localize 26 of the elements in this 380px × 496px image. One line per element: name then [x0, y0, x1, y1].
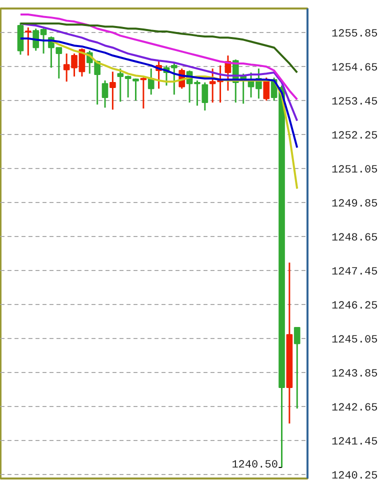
y-tick-label: 1241.45 — [332, 436, 378, 449]
y-tick-label: 1243.85 — [332, 368, 378, 381]
y-tick-label: 1248.65 — [332, 232, 378, 245]
y-tick-label: 1240.25 — [332, 470, 378, 483]
line-series — [19, 22, 298, 74]
y-tick-label: 1252.25 — [332, 130, 378, 143]
y-tick-label: 1242.65 — [332, 402, 378, 415]
y-tick-label: 1246.25 — [332, 300, 378, 313]
y-tick-label: 1253.45 — [332, 96, 378, 109]
candlestick — [102, 80, 108, 108]
candlestick — [202, 82, 208, 112]
candlestick — [294, 326, 300, 410]
line-series — [19, 13, 298, 100]
candlestick — [132, 78, 139, 102]
annotation: 1240.50 — [232, 459, 278, 472]
y-tick-label: 1245.05 — [332, 334, 378, 347]
y-tick-label: 1255.85 — [332, 28, 378, 41]
candlestick — [140, 76, 147, 110]
candlestick — [110, 70, 116, 110]
candlestick — [25, 26, 32, 56]
y-tick-label: 1254.65 — [332, 62, 378, 75]
line-series — [19, 22, 298, 122]
y-tick-label: 1251.05 — [332, 164, 378, 177]
y-tick-label: 1247.45 — [332, 266, 378, 279]
y-tick-label: 1249.85 — [332, 198, 378, 211]
candlestick — [263, 76, 270, 102]
